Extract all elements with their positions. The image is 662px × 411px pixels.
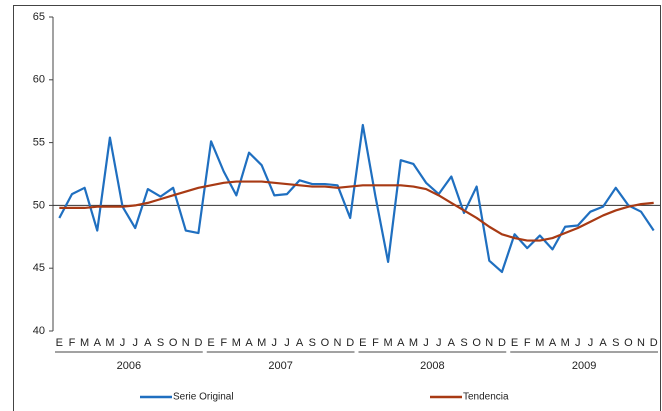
x-tick-label: O [169,337,178,349]
x-tick-label: S [460,337,467,349]
x-tick-label: A [599,337,607,349]
x-tick-label: S [309,337,316,349]
series-line [59,180,654,242]
x-tick-label: M [105,337,114,349]
x-tick-label: A [245,337,253,349]
x-tick-label: D [194,337,202,349]
x-tick-label: J [575,337,581,349]
x-tick-label: E [207,337,214,349]
x-tick-label: J [588,337,594,349]
x-tick-label: S [157,337,164,349]
x-tick-label: D [498,337,506,349]
y-tick-label: 40 [33,325,45,337]
y-tick-label: 65 [33,11,45,23]
x-tick-label: S [612,337,619,349]
y-tick-label: 50 [33,199,45,211]
x-tick-label: O [624,337,633,349]
x-tick-label: M [384,337,393,349]
group-label: 2007 [268,360,292,372]
x-tick-label: N [334,337,342,349]
series-line [58,123,655,274]
x-tick-label: J [132,337,138,349]
x-tick-label: M [409,337,418,349]
x-tick-label: A [549,337,557,349]
legend-label: Serie Original [173,392,234,403]
y-tick-label: 45 [33,262,45,274]
y-tick-label: 55 [33,137,45,149]
x-tick-label: E [359,337,366,349]
x-tick-label: M [257,337,266,349]
legend-label: Tendencia [463,392,509,403]
x-tick-label: J [423,337,429,349]
x-tick-label: A [94,337,102,349]
x-tick-label: J [272,337,278,349]
x-tick-label: E [56,337,63,349]
x-tick-label: O [321,337,330,349]
x-tick-label: J [284,337,290,349]
x-tick-label: M [535,337,544,349]
x-tick-label: N [637,337,645,349]
x-tick-label: J [436,337,442,349]
x-tick-label: M [232,337,241,349]
x-tick-label: F [220,337,227,349]
x-tick-label: A [448,337,456,349]
group-label: 2006 [117,360,141,372]
x-tick-label: M [80,337,89,349]
x-tick-label: F [372,337,379,349]
x-tick-label: A [144,337,152,349]
group-label: 2009 [572,360,596,372]
group-label: 2008 [420,360,444,372]
x-tick-label: A [397,337,405,349]
x-tick-label: N [485,337,493,349]
x-tick-label: N [182,337,190,349]
x-tick-label: M [561,337,570,349]
x-tick-label: O [472,337,481,349]
x-tick-label: D [346,337,354,349]
y-tick-label: 60 [33,74,45,86]
x-tick-label: J [120,337,126,349]
x-tick-label: F [69,337,76,349]
x-tick-label: A [296,337,304,349]
x-tick-label: E [511,337,518,349]
chart-frame [13,5,661,411]
x-tick-label: F [524,337,531,349]
x-tick-label: D [650,337,658,349]
